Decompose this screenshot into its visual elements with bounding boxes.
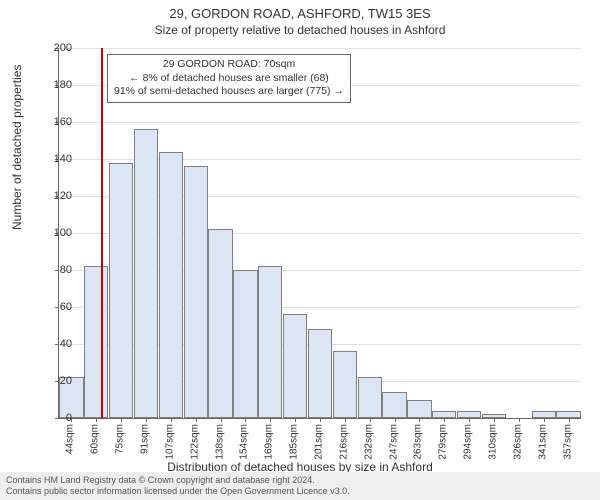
ytick-label: 100 — [42, 227, 72, 239]
y-axis-label: Number of detached properties — [10, 65, 24, 230]
xtick-label: 201sqm — [314, 424, 325, 460]
histogram-bar — [283, 314, 307, 418]
histogram-bar — [134, 129, 158, 418]
histogram-bar — [382, 392, 406, 418]
footer-line-2: Contains public sector information licen… — [6, 486, 594, 497]
xtick-mark — [245, 418, 246, 422]
xtick-label: 44sqm — [65, 424, 76, 454]
xtick-mark — [121, 418, 122, 422]
xtick-label: 154sqm — [239, 424, 250, 460]
xtick-label: 232sqm — [363, 424, 374, 460]
gridline — [59, 48, 581, 49]
histogram-bar — [159, 152, 183, 418]
xtick-label: 357sqm — [562, 424, 573, 460]
xtick-mark — [345, 418, 346, 422]
xtick-mark — [370, 418, 371, 422]
ytick-label: 80 — [42, 264, 72, 276]
histogram-bar — [184, 166, 208, 418]
ytick-label: 60 — [42, 301, 72, 313]
xtick-label: 75sqm — [115, 424, 126, 454]
ytick-label: 200 — [42, 42, 72, 54]
xtick-mark — [544, 418, 545, 422]
ytick-label: 160 — [42, 116, 72, 128]
xtick-label: 107sqm — [164, 424, 175, 460]
xtick-mark — [395, 418, 396, 422]
ytick-label: 140 — [42, 153, 72, 165]
xtick-mark — [469, 418, 470, 422]
xtick-mark — [569, 418, 570, 422]
histogram-bar — [457, 411, 481, 418]
xtick-label: 60sqm — [90, 424, 101, 454]
xtick-label: 185sqm — [289, 424, 300, 460]
annotation-box: 29 GORDON ROAD: 70sqm← 8% of detached ho… — [107, 54, 351, 103]
xtick-label: 341sqm — [537, 424, 548, 460]
xtick-mark — [270, 418, 271, 422]
footer-line-1: Contains HM Land Registry data © Crown c… — [6, 475, 594, 486]
ytick-label: 20 — [42, 375, 72, 387]
histogram-bar — [432, 411, 456, 418]
ytick-label: 0 — [42, 412, 72, 424]
xtick-mark — [171, 418, 172, 422]
xtick-mark — [519, 418, 520, 422]
xtick-label: 138sqm — [214, 424, 225, 460]
page-title: 29, GORDON ROAD, ASHFORD, TW15 3ES — [0, 0, 600, 21]
annotation-line: ← 8% of detached houses are smaller (68) — [114, 72, 344, 86]
histogram-bar — [556, 411, 580, 418]
annotation-line: 29 GORDON ROAD: 70sqm — [114, 58, 344, 72]
xtick-mark — [494, 418, 495, 422]
histogram-bar — [109, 163, 133, 418]
xtick-label: 279sqm — [438, 424, 449, 460]
histogram-bar — [532, 411, 556, 418]
xtick-label: 122sqm — [189, 424, 200, 460]
xtick-label: 216sqm — [338, 424, 349, 460]
annotation-line: 91% of semi-detached houses are larger (… — [114, 85, 344, 99]
ytick-label: 40 — [42, 338, 72, 350]
xtick-label: 294sqm — [463, 424, 474, 460]
histogram-bar — [84, 266, 108, 418]
ytick-label: 120 — [42, 190, 72, 202]
footer-attribution: Contains HM Land Registry data © Crown c… — [0, 472, 600, 500]
histogram-bar — [333, 351, 357, 418]
xtick-label: 247sqm — [388, 424, 399, 460]
xtick-mark — [196, 418, 197, 422]
chart-plot-area: 29 GORDON ROAD: 70sqm← 8% of detached ho… — [58, 48, 581, 419]
histogram-bar — [233, 270, 257, 418]
page-subtitle: Size of property relative to detached ho… — [0, 21, 600, 37]
xtick-label: 310sqm — [488, 424, 499, 460]
xtick-mark — [146, 418, 147, 422]
xtick-mark — [320, 418, 321, 422]
xtick-mark — [419, 418, 420, 422]
xtick-mark — [221, 418, 222, 422]
gridline — [59, 122, 581, 123]
xtick-label: 263sqm — [413, 424, 424, 460]
xtick-mark — [96, 418, 97, 422]
ytick-label: 180 — [42, 79, 72, 91]
histogram-bar — [208, 229, 232, 418]
histogram-bar — [308, 329, 332, 418]
xtick-mark — [444, 418, 445, 422]
xtick-label: 326sqm — [512, 424, 523, 460]
reference-line — [101, 48, 103, 418]
xtick-mark — [295, 418, 296, 422]
xtick-label: 169sqm — [264, 424, 275, 460]
histogram-bar — [407, 400, 431, 419]
histogram-bar — [258, 266, 282, 418]
xtick-label: 91sqm — [140, 424, 151, 454]
histogram-bar — [358, 377, 382, 418]
